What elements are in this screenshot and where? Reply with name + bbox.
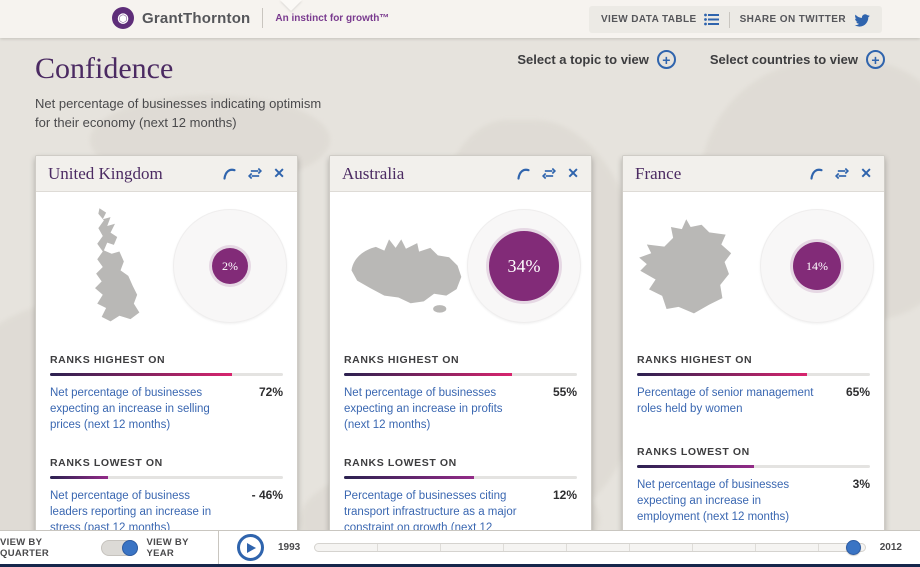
united-kingdom-map: [50, 206, 160, 328]
rank-bar: [344, 476, 577, 479]
select-topic-label: Select a topic to view: [517, 52, 649, 67]
ranks-highest-section: RANKS HIGHEST ON Percentage of senior ma…: [623, 346, 884, 434]
country-name: United Kingdom: [48, 163, 163, 183]
confidence-value-bubble: 2%: [212, 248, 248, 284]
ranks-highest-label: RANKS HIGHEST ON: [50, 354, 166, 366]
share-on-twitter-button[interactable]: SHARE ON TWITTER: [740, 13, 870, 27]
timeline-start-year: 1993: [278, 542, 301, 553]
australia-map: [344, 220, 466, 316]
trend-chart-icon[interactable]: [222, 166, 237, 181]
country-card-united-kingdom: United Kingdom ✕ 2% RANKS HIGHEST ON Net…: [35, 155, 298, 549]
ranks-highest-label: RANKS HIGHEST ON: [637, 354, 753, 366]
share-on-twitter-label: SHARE ON TWITTER: [739, 14, 846, 25]
twitter-icon: [853, 13, 870, 27]
confidence-value: 34%: [507, 255, 541, 276]
rank-description-link[interactable]: Net percentage of business leaders repor…: [50, 490, 212, 534]
timeline-end-year: 2012: [879, 542, 902, 553]
rank-description-link[interactable]: Net percentage of businesses expecting a…: [50, 387, 210, 431]
view-by-quarter-label[interactable]: VIEW BY QUARTER: [0, 536, 50, 559]
select-countries-button[interactable]: Select countries to view +: [710, 50, 885, 69]
confidence-value: 14%: [806, 258, 828, 273]
close-icon[interactable]: ✕: [860, 165, 872, 181]
country-name: Australia: [342, 163, 405, 183]
compare-icon[interactable]: [834, 166, 850, 181]
header-actions: VIEW DATA TABLE SHARE ON TWITTER: [588, 6, 882, 33]
ranks-lowest-section: RANKS LOWEST ON Net percentage of busine…: [623, 438, 884, 537]
timeline-slider[interactable]: [314, 540, 866, 555]
card-visualization: 34%: [330, 192, 591, 342]
timeline-slider-knob[interactable]: [845, 540, 861, 555]
close-icon[interactable]: ✕: [567, 165, 579, 181]
rank-description-link[interactable]: Net percentage of businesses expecting a…: [344, 387, 503, 431]
quarter-year-toggle[interactable]: [100, 539, 139, 556]
rank-value: 12%: [552, 488, 577, 502]
confidence-value-bubble: 14%: [793, 242, 841, 290]
view-by-year-label[interactable]: VIEW BY YEAR: [146, 536, 189, 559]
plus-icon: +: [656, 50, 676, 69]
card-header: France ✕: [623, 156, 884, 192]
rank-bar: [637, 373, 870, 376]
compare-icon[interactable]: [541, 166, 557, 181]
selectors: Select a topic to view + Select countrie…: [517, 50, 885, 69]
rank-bar: [50, 373, 283, 376]
ranks-highest-section: RANKS HIGHEST ON Net percentage of busin…: [36, 346, 297, 445]
brand-tagline: An instinct for growth™: [275, 12, 390, 24]
country-card-australia: Australia ✕ 34% RANKS HIGHEST ON Net per…: [329, 155, 592, 565]
trend-chart-icon[interactable]: [809, 166, 824, 181]
rank-bar: [50, 476, 283, 479]
confidence-bubble: 14%: [760, 209, 874, 323]
view-data-table-label: VIEW DATA TABLE: [600, 14, 697, 25]
card-header: United Kingdom ✕: [36, 156, 297, 192]
brand-name: GrantThornton: [142, 9, 251, 27]
play-button[interactable]: [237, 534, 264, 561]
rank-value: 55%: [552, 385, 577, 399]
ranks-lowest-label: RANKS LOWEST ON: [50, 457, 163, 469]
rank-description-link[interactable]: Net percentage of businesses expecting a…: [637, 479, 790, 523]
rank-description-link[interactable]: Percentage of senior management roles he…: [637, 387, 814, 415]
collapse-chevron-icon[interactable]: [280, 0, 302, 11]
ranks-lowest-label: RANKS LOWEST ON: [637, 446, 750, 458]
plus-icon: +: [866, 50, 885, 69]
top-header: ◉ GrantThornton An instinct for growth™ …: [0, 0, 920, 38]
ranks-highest-section: RANKS HIGHEST ON Net percentage of busin…: [330, 346, 591, 445]
france-map: [637, 210, 741, 326]
ranks-highest-label: RANKS HIGHEST ON: [344, 354, 460, 366]
rank-value: 3%: [852, 477, 870, 491]
trend-chart-icon[interactable]: [516, 166, 531, 181]
page-title: Confidence: [35, 52, 174, 85]
header-actions-divider: [728, 11, 730, 28]
rank-bar: [637, 465, 870, 468]
compare-icon[interactable]: [247, 166, 263, 181]
country-name: France: [635, 163, 682, 183]
ranks-lowest-label: RANKS LOWEST ON: [344, 457, 457, 469]
toggle-knob[interactable]: [122, 539, 139, 556]
card-header: Australia ✕: [330, 156, 591, 192]
rank-value: 65%: [845, 385, 870, 399]
grant-thornton-logo: ◉ GrantThornton An instinct for growth™: [112, 7, 389, 29]
card-visualization: 2%: [36, 192, 297, 342]
data-table-icon: [703, 13, 719, 26]
select-topic-button[interactable]: Select a topic to view +: [517, 50, 676, 69]
confidence-bubble: 2%: [173, 209, 287, 323]
close-icon[interactable]: ✕: [273, 165, 285, 181]
country-card-france: France ✕ 14% RANKS HIGHEST ON Percentage…: [622, 155, 885, 538]
confidence-value-bubble: 34%: [489, 231, 559, 301]
select-countries-label: Select countries to view: [709, 52, 858, 67]
grant-thornton-logo-icon: ◉: [112, 7, 134, 29]
play-icon: [247, 542, 256, 553]
confidence-bubble: 34%: [467, 209, 581, 323]
rank-value: - 46%: [251, 488, 283, 502]
rank-bar: [344, 373, 577, 376]
view-toggle-group: VIEW BY QUARTER VIEW BY YEAR: [0, 531, 219, 564]
timeline-player: 1993 2012: [219, 531, 920, 564]
timeline-footer: VIEW BY QUARTER VIEW BY YEAR 1993 2012: [0, 530, 920, 564]
page-subtitle: Net percentage of businesses indicating …: [35, 96, 322, 130]
confidence-value: 2%: [222, 258, 238, 273]
rank-value: 72%: [258, 385, 283, 399]
card-visualization: 14%: [623, 192, 884, 342]
view-data-table-button[interactable]: VIEW DATA TABLE: [601, 13, 719, 26]
bottom-accent-strip: [0, 564, 920, 567]
logo-divider: [262, 8, 264, 28]
